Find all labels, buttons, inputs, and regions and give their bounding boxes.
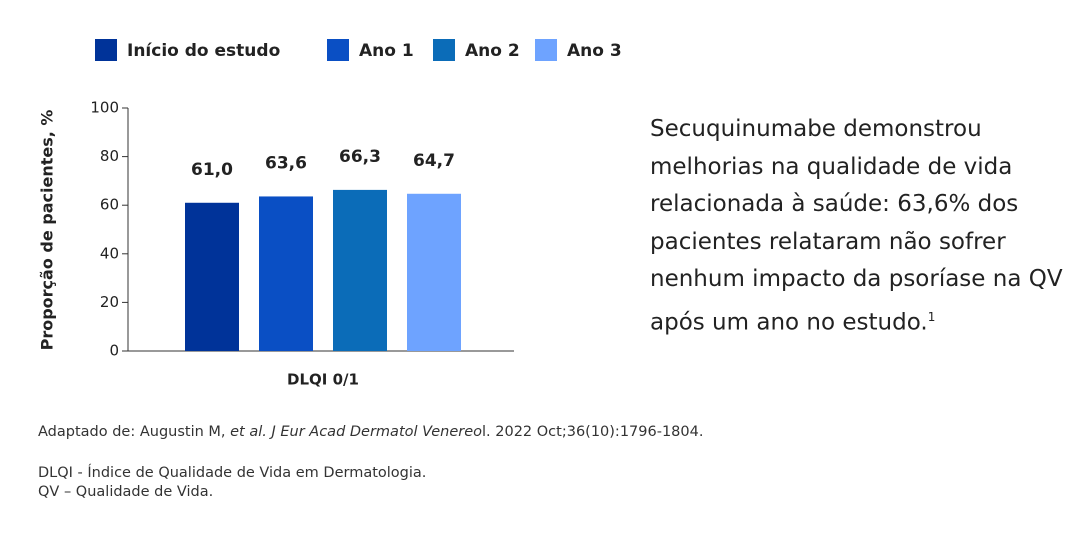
legend-swatch xyxy=(327,39,349,61)
y-tick-label: 0 xyxy=(109,342,119,360)
data-label: 64,7 xyxy=(413,151,455,171)
y-tick-label: 100 xyxy=(90,99,119,117)
legend-label: Ano 2 xyxy=(465,41,520,61)
summary-text: Secuquinumabe demonstrou melhorias na qu… xyxy=(650,116,1063,336)
y-tick-label: 40 xyxy=(100,244,119,262)
data-label: 61,0 xyxy=(191,160,233,180)
footnote: QV – Qualidade de Vida. xyxy=(38,484,214,500)
legend-swatch xyxy=(95,39,117,61)
x-tick-label: DLQI 0/1 xyxy=(287,371,359,389)
y-tick-label: 60 xyxy=(100,196,119,214)
bar xyxy=(333,189,387,351)
y-tick-label: 20 xyxy=(100,293,119,311)
chart: Proporção de pacientes, % 0 20 40 60 80 100 In… xyxy=(38,39,622,389)
bar xyxy=(259,196,313,351)
y-tick-label: 80 xyxy=(100,147,119,165)
data-label: 66,3 xyxy=(339,147,381,167)
footnote: DLQI - Índice de Qualidade de Vida em De… xyxy=(38,465,427,481)
legend-swatch xyxy=(535,39,557,61)
citation-part: l. 2022 Oct;36(10):1796-1804. xyxy=(482,424,704,440)
reference: 1 xyxy=(927,309,936,324)
citation: Adaptado de: Augustin M, et al. J Eur Ac… xyxy=(38,424,703,440)
citation-part: et al. J Eur Acad Dermatol Venereo xyxy=(230,424,482,440)
legend-swatch xyxy=(433,39,455,61)
bar xyxy=(185,202,239,351)
citation-part: Adaptado de: Augustin M, xyxy=(38,424,231,440)
legend-label: Ano 1 xyxy=(359,41,414,61)
legend-label: Ano 3 xyxy=(567,41,622,61)
legend-label: Início do estudo xyxy=(127,41,280,61)
summary: Secuquinumabe demonstrou melhorias na qu… xyxy=(650,111,1078,342)
bar xyxy=(407,193,461,351)
data-label: 63,6 xyxy=(265,153,307,173)
y-axis-label: Proporção de pacientes, % xyxy=(38,110,57,351)
